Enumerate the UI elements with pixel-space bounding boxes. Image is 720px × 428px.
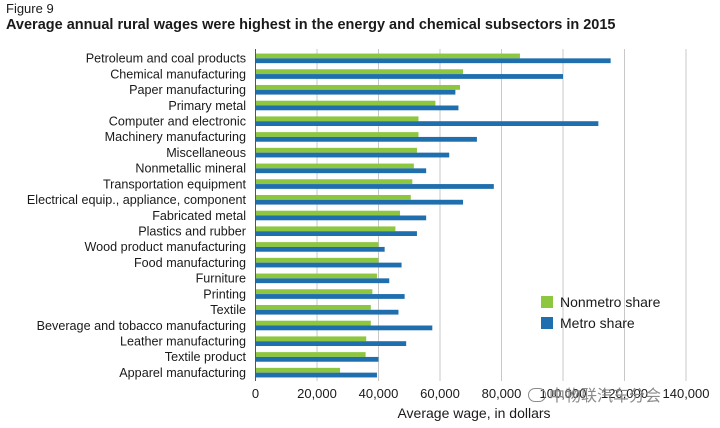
x-tick-label: 60,000	[420, 386, 460, 401]
bar-nonmetro	[255, 210, 401, 216]
bar-metro	[255, 89, 456, 95]
category-label: Electrical equip., appliance, component	[27, 193, 247, 207]
bar-metro	[255, 199, 464, 205]
category-label: Furniture	[196, 272, 246, 286]
bar-nonmetro	[255, 289, 373, 295]
bar-nonmetro	[255, 226, 396, 232]
bar-metro	[255, 262, 402, 268]
category-label: Wood product manufacturing	[85, 240, 246, 254]
bar-nonmetro	[255, 352, 366, 357]
bar-metro	[255, 168, 427, 174]
bar-metro	[255, 341, 407, 347]
x-tick-label: 140,000	[663, 386, 710, 401]
bar-nonmetro	[255, 53, 520, 59]
legend: Nonmetro share Metro share	[541, 294, 661, 331]
x-tick-label: 80,000	[482, 386, 522, 401]
bar-metro	[255, 215, 427, 221]
bar-nonmetro	[255, 179, 413, 185]
category-label: Fabricated metal	[152, 209, 246, 223]
category-label: Textile product	[165, 350, 247, 364]
bar-nonmetro	[255, 367, 341, 373]
bar-nonmetro	[255, 100, 436, 106]
category-label: Petroleum and coal products	[86, 52, 246, 66]
bar-nonmetro	[255, 304, 371, 310]
category-label: Computer and electronic	[109, 115, 246, 129]
bar-nonmetro	[255, 257, 379, 263]
bar-metro	[255, 325, 433, 331]
category-label: Nonmetallic mineral	[135, 162, 246, 176]
category-label: Beverage and tobacco manufacturing	[37, 319, 246, 333]
bar-metro	[255, 136, 477, 142]
bars	[255, 53, 611, 378]
bar-metro	[255, 246, 385, 252]
watermark-text: 中物联汽车分会	[549, 388, 662, 405]
chart-title: Average annual rural wages were highest …	[6, 17, 616, 33]
bar-nonmetro	[255, 147, 417, 153]
bar-nonmetro	[255, 320, 371, 326]
legend-label-metro: Metro share	[560, 315, 635, 331]
bar-metro	[255, 74, 563, 79]
x-tick-label: 20,000	[297, 386, 337, 401]
category-label: Food manufacturing	[134, 256, 246, 270]
bar-metro	[255, 152, 450, 158]
bar-metro	[255, 356, 379, 362]
category-label: Apparel manufacturing	[119, 366, 246, 380]
x-tick-label: 120,000	[601, 386, 648, 401]
legend-swatch-metro	[541, 317, 553, 329]
bar-nonmetro	[255, 273, 377, 279]
wechat-icon	[528, 388, 546, 402]
bar-nonmetro	[255, 336, 367, 342]
category-label: Leather manufacturing	[120, 335, 246, 349]
bar-metro	[255, 309, 399, 315]
category-label: Textile	[210, 303, 246, 317]
x-tick-label: 0	[252, 386, 259, 401]
bar-metro	[255, 278, 390, 284]
category-label: Paper manufacturing	[129, 83, 246, 97]
x-tick-labels: 0 20,000 40,000 60,000 80,000 100,000 120,000 1…	[252, 386, 710, 401]
bar-metro	[255, 231, 417, 237]
bar-nonmetro	[255, 242, 379, 247]
watermark: 中物联汽车分会	[528, 382, 661, 406]
legend-label-nonmetro: Nonmetro share	[560, 294, 661, 310]
category-label: Printing	[203, 287, 246, 301]
bar-metro	[255, 105, 459, 111]
bar-metro	[255, 184, 494, 189]
bar-nonmetro	[255, 132, 419, 137]
category-label: Plastics and rubber	[138, 225, 246, 239]
x-tick-label: 100,000	[540, 386, 587, 401]
bar-metro	[255, 294, 405, 299]
figure-label: Figure 9	[6, 1, 54, 16]
bar-nonmetro	[255, 69, 464, 75]
bar-metro	[255, 372, 377, 378]
category-label: Chemical manufacturing	[110, 67, 246, 81]
category-label: Machinery manufacturing	[105, 130, 246, 144]
legend-swatch-nonmetro	[541, 296, 553, 308]
x-tick-label: 40,000	[359, 386, 399, 401]
category-label: Miscellaneous	[166, 146, 246, 160]
bar-metro	[255, 58, 611, 64]
bar-metro	[255, 121, 599, 127]
x-axis-title: Average wage, in dollars	[397, 405, 550, 421]
bar-nonmetro	[255, 116, 419, 122]
bar-nonmetro	[255, 84, 460, 90]
category-label: Transportation equipment	[103, 177, 247, 191]
bar-nonmetro	[255, 194, 411, 200]
bar-nonmetro	[255, 163, 414, 169]
category-label: Primary metal	[168, 99, 246, 113]
